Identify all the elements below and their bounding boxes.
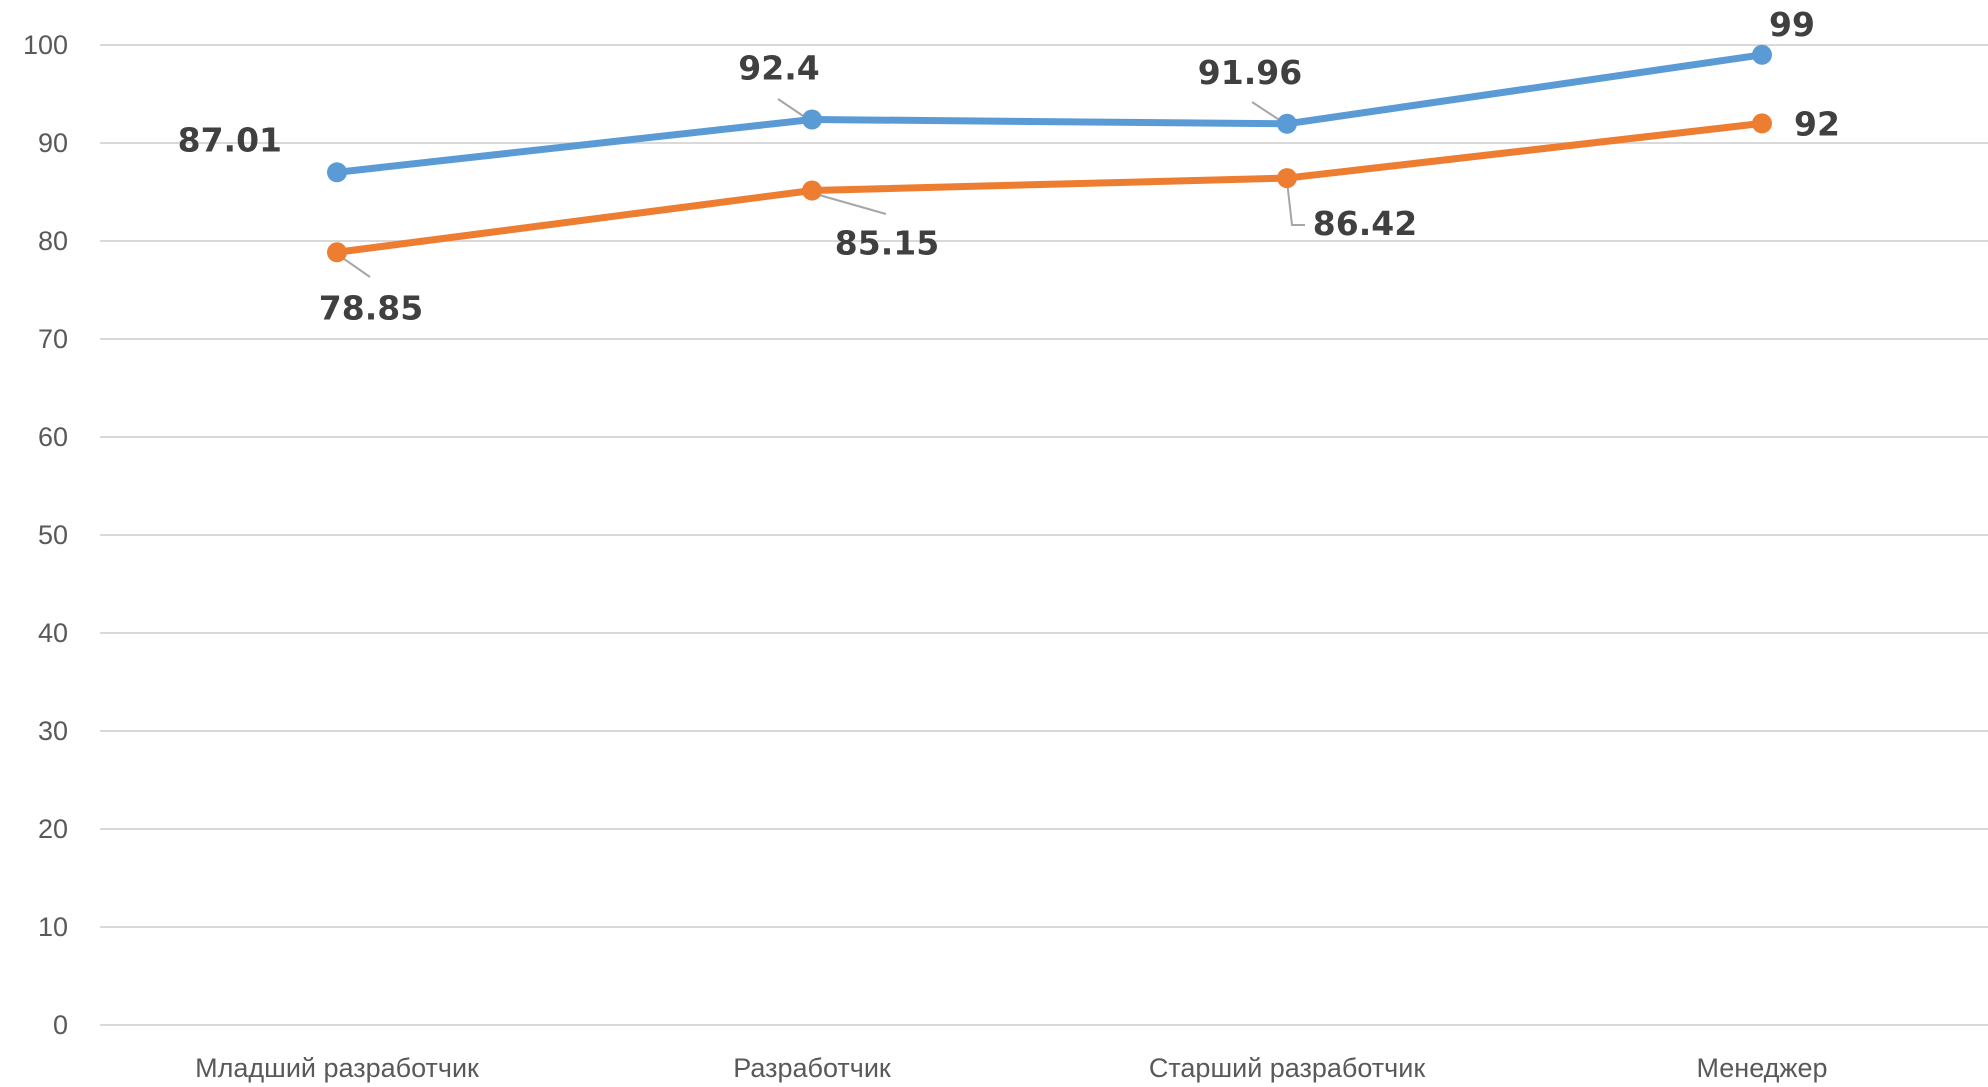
- series-1-point: [802, 109, 822, 130]
- data-label: 99: [1769, 5, 1815, 44]
- x-tick-label: Разработчик: [733, 1053, 891, 1083]
- data-labels: 87.01 92.4 91.96 99 78.85 85.15 86.42 92: [178, 5, 1840, 327]
- y-tick-label: 20: [38, 814, 68, 844]
- y-tick-label: 80: [38, 226, 68, 256]
- y-tick-label: 60: [38, 422, 68, 452]
- series-1-point: [327, 162, 347, 183]
- series-2-point: [1752, 113, 1772, 134]
- x-tick-label: Менеджер: [1697, 1053, 1828, 1083]
- y-tick-label: 100: [23, 30, 68, 60]
- series-2-point: [1277, 168, 1297, 189]
- series-group: [327, 44, 1772, 263]
- data-label: 92.4: [738, 48, 819, 87]
- series-2-point: [802, 180, 822, 201]
- x-tick-label: Младший разработчик: [195, 1053, 479, 1083]
- data-label: 85.15: [835, 224, 939, 263]
- label-leader-line: [811, 192, 887, 215]
- series-1-point: [1277, 113, 1297, 134]
- data-label: 91.96: [1198, 53, 1302, 92]
- data-label: 78.85: [319, 288, 423, 327]
- series-2-point: [327, 242, 347, 263]
- data-label: 92: [1794, 104, 1840, 143]
- series-line-1: [333, 51, 1766, 176]
- series-1-point: [1752, 44, 1772, 65]
- y-tick-label: 30: [38, 716, 68, 746]
- y-tick-label: 90: [38, 128, 68, 158]
- y-tick-label: 10: [38, 912, 68, 942]
- gridlines: [100, 44, 1988, 1026]
- y-tick-label: 50: [38, 520, 68, 550]
- data-label: 87.01: [178, 120, 282, 159]
- y-tick-label: 0: [53, 1010, 68, 1040]
- x-tick-label: Старший разработчик: [1149, 1053, 1425, 1083]
- series-line-2: [333, 119, 1766, 256]
- y-axis: 0 10 20 30 40 50 60 70 80 90 100: [23, 30, 68, 1040]
- y-tick-label: 70: [38, 324, 68, 354]
- y-tick-label: 40: [38, 618, 68, 648]
- x-axis: Младший разработчик Разработчик Старший ра…: [195, 1053, 1827, 1083]
- data-label: 86.42: [1313, 204, 1417, 243]
- label-leader-line: [1286, 180, 1305, 226]
